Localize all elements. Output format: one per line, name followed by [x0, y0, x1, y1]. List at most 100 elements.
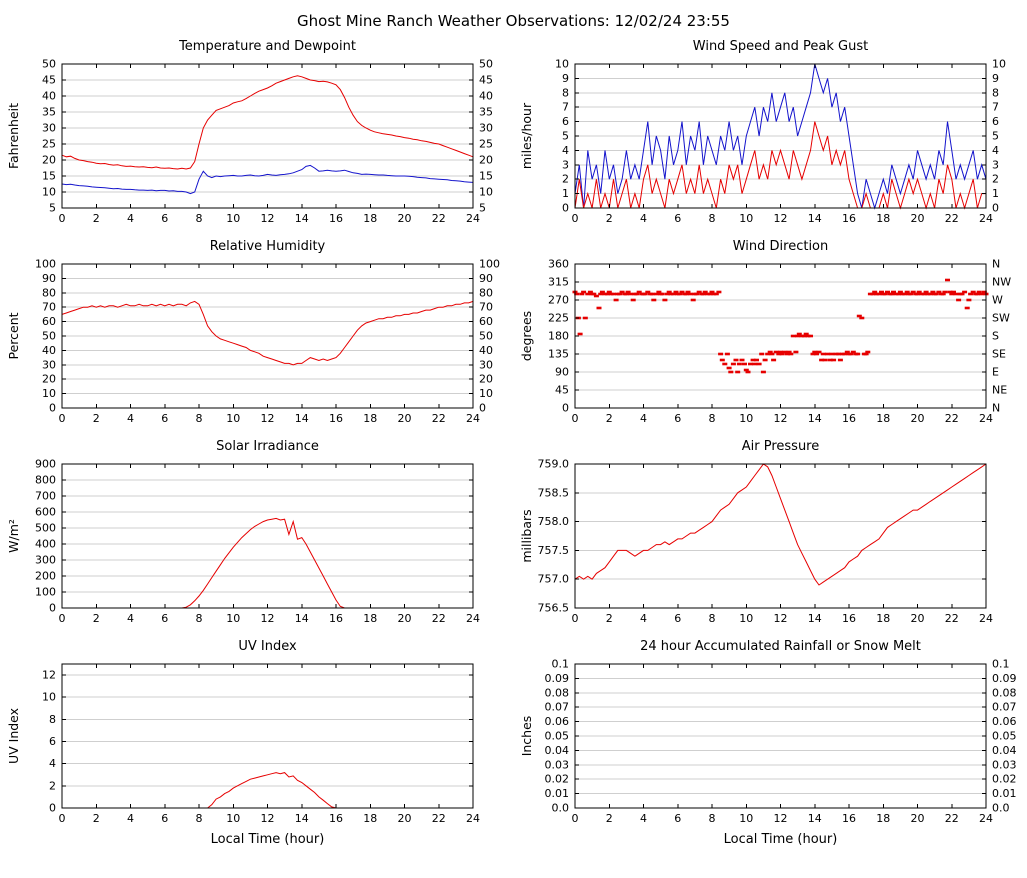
- svg-text:10: 10: [226, 812, 240, 825]
- svg-text:0.06: 0.06: [992, 715, 1017, 728]
- svg-text:40: 40: [42, 90, 56, 103]
- svg-text:12: 12: [774, 412, 788, 425]
- svg-text:30: 30: [42, 358, 56, 371]
- svg-text:6: 6: [992, 115, 999, 128]
- svg-text:0.07: 0.07: [545, 701, 570, 714]
- svg-text:50: 50: [42, 58, 56, 71]
- svg-text:45: 45: [42, 74, 56, 87]
- svg-text:0: 0: [479, 402, 486, 415]
- svg-text:22: 22: [432, 812, 446, 825]
- svg-text:0.07: 0.07: [992, 701, 1017, 714]
- wind-speed-gust-plot: 0 2 4 6 8 10 12 14 16 18 20 22 240 01 12 23 34 45 56 67 78 89…: [519, 58, 1006, 226]
- rainfall-title: 24 hour Accumulated Rainfall or Snow Mel…: [640, 639, 921, 654]
- svg-text:14: 14: [808, 212, 822, 225]
- svg-text:8: 8: [992, 86, 999, 99]
- svg-text:4: 4: [640, 212, 647, 225]
- svg-text:8: 8: [49, 713, 56, 726]
- svg-text:UV Index: UV Index: [6, 708, 21, 764]
- svg-text:0: 0: [572, 812, 579, 825]
- svg-text:0: 0: [59, 412, 66, 425]
- svg-text:10: 10: [479, 186, 493, 199]
- svg-text:800: 800: [35, 474, 56, 487]
- svg-text:315: 315: [548, 276, 569, 289]
- svg-text:70: 70: [42, 301, 56, 314]
- svg-text:2: 2: [992, 173, 999, 186]
- svg-text:50: 50: [479, 58, 493, 71]
- svg-text:N: N: [992, 402, 1000, 415]
- svg-text:15: 15: [42, 170, 56, 183]
- svg-text:2: 2: [93, 612, 100, 625]
- svg-text:10: 10: [739, 812, 753, 825]
- solar-irradiance-plot: 0 2 4 6 8 10 12 14 16 18 20 22 240100200300400500600…: [6, 458, 480, 626]
- svg-text:N: N: [992, 258, 1000, 271]
- svg-text:NE: NE: [992, 384, 1007, 397]
- svg-text:135: 135: [548, 348, 569, 361]
- svg-text:18: 18: [363, 412, 377, 425]
- svg-text:80: 80: [479, 286, 493, 299]
- svg-text:40: 40: [42, 344, 56, 357]
- svg-text:600: 600: [35, 506, 56, 519]
- svg-text:12: 12: [261, 612, 275, 625]
- svg-text:6: 6: [674, 612, 681, 625]
- svg-text:12: 12: [261, 812, 275, 825]
- svg-text:3: 3: [562, 158, 569, 171]
- svg-text:8: 8: [196, 212, 203, 225]
- svg-text:20: 20: [398, 212, 412, 225]
- svg-text:0: 0: [59, 812, 66, 825]
- solar-irradiance-panel: Solar Irradiance 0 2 4 6 8 10 12 14 16 18 20 22 24 0 1…: [0, 438, 513, 632]
- svg-text:18: 18: [363, 612, 377, 625]
- svg-text:14: 14: [295, 212, 309, 225]
- svg-text:0.09: 0.09: [992, 672, 1017, 685]
- svg-text:40: 40: [479, 90, 493, 103]
- svg-text:25: 25: [479, 138, 493, 151]
- svg-text:14: 14: [808, 612, 822, 625]
- svg-text:0.03: 0.03: [992, 758, 1017, 771]
- svg-text:0.01: 0.01: [992, 787, 1017, 800]
- svg-text:10: 10: [739, 212, 753, 225]
- svg-text:SW: SW: [992, 312, 1010, 325]
- air-pressure-title: Air Pressure: [741, 439, 820, 454]
- svg-text:22: 22: [945, 212, 959, 225]
- svg-text:9: 9: [562, 72, 569, 85]
- svg-text:NW: NW: [992, 276, 1011, 289]
- svg-text:E: E: [992, 366, 999, 379]
- svg-text:16: 16: [329, 812, 343, 825]
- svg-text:757.0: 757.0: [538, 573, 570, 586]
- svg-text:30: 30: [479, 122, 493, 135]
- svg-text:W: W: [992, 294, 1003, 307]
- svg-text:16: 16: [329, 412, 343, 425]
- svg-text:6: 6: [161, 212, 168, 225]
- svg-text:10: 10: [739, 412, 753, 425]
- svg-text:0: 0: [572, 412, 579, 425]
- svg-text:0.04: 0.04: [545, 744, 570, 757]
- svg-text:757.5: 757.5: [538, 544, 570, 557]
- svg-text:10: 10: [226, 412, 240, 425]
- wind-direction-title: Wind Direction: [732, 239, 829, 254]
- svg-text:Fahrenheit: Fahrenheit: [6, 103, 21, 169]
- svg-text:12: 12: [774, 812, 788, 825]
- svg-text:16: 16: [329, 212, 343, 225]
- svg-text:14: 14: [295, 612, 309, 625]
- svg-text:12: 12: [261, 212, 275, 225]
- svg-text:5: 5: [49, 202, 56, 215]
- svg-text:4: 4: [640, 612, 647, 625]
- svg-text:16: 16: [842, 812, 856, 825]
- svg-text:40: 40: [479, 344, 493, 357]
- svg-text:758.5: 758.5: [538, 486, 570, 499]
- svg-text:20: 20: [398, 412, 412, 425]
- svg-text:180: 180: [548, 330, 569, 343]
- svg-text:360: 360: [548, 258, 569, 271]
- svg-text:700: 700: [35, 490, 56, 503]
- svg-text:15: 15: [479, 170, 493, 183]
- svg-text:8: 8: [709, 412, 716, 425]
- svg-text:400: 400: [35, 538, 56, 551]
- svg-text:14: 14: [295, 412, 309, 425]
- svg-text:0: 0: [59, 212, 66, 225]
- svg-text:758.0: 758.0: [538, 515, 570, 528]
- temperature-dewpoint-panel: Temperature and Dewpoint 0 2 4 6 8 10 12 14 16 18…: [0, 38, 513, 232]
- wind-speed-gust-title: Wind Speed and Peak Gust: [692, 39, 869, 54]
- svg-text:18: 18: [363, 212, 377, 225]
